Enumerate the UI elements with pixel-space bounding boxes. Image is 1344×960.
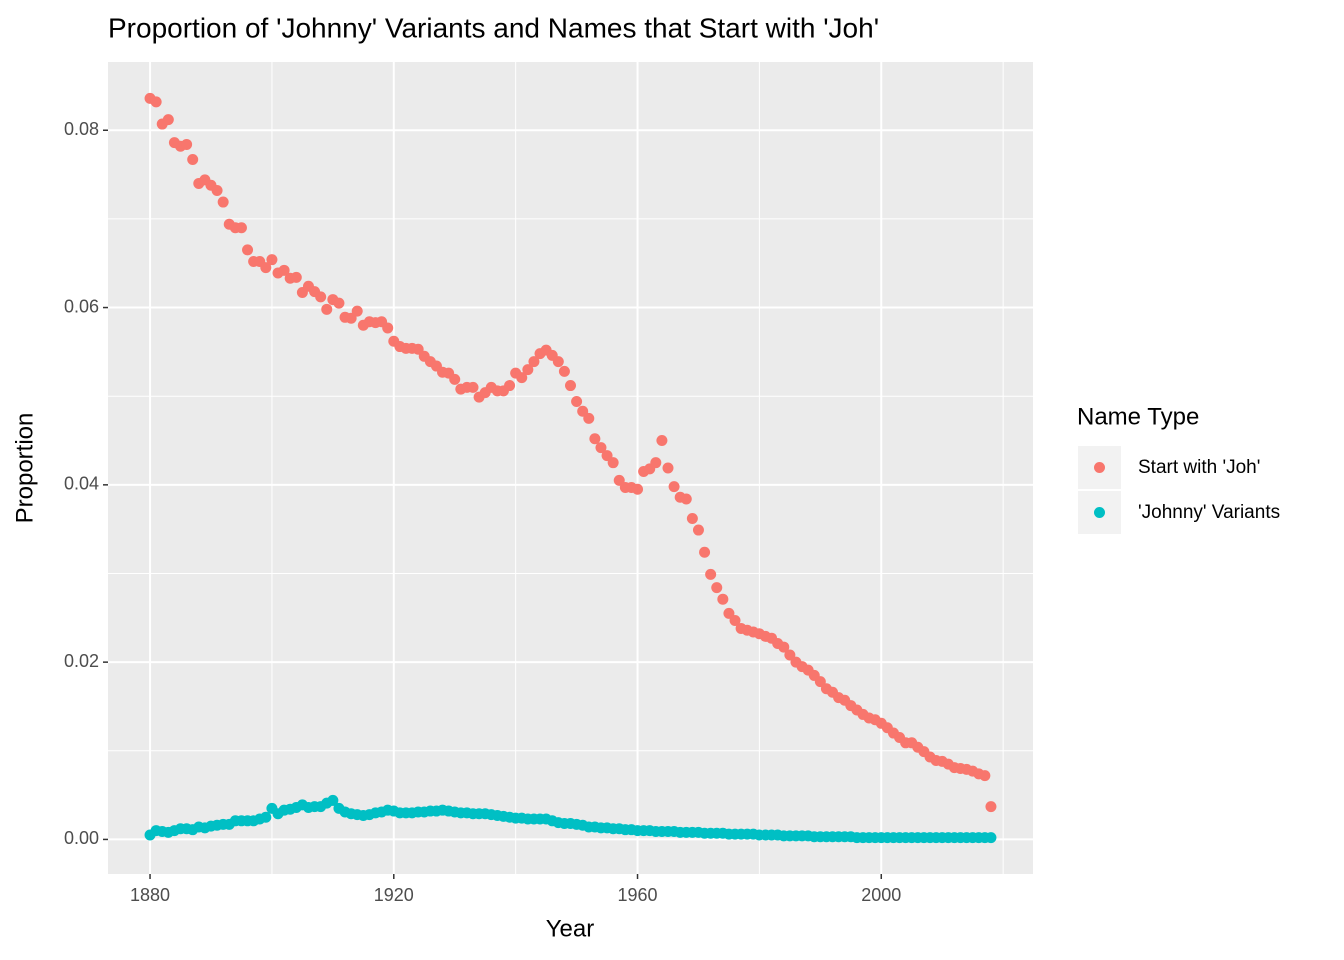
x-tick-label: 2000	[861, 885, 901, 905]
y-axis-label: Proportion	[11, 413, 38, 524]
x-tick-label: 1960	[618, 885, 658, 905]
data-point	[382, 322, 394, 334]
data-point	[321, 303, 333, 315]
x-tick-label: 1880	[130, 885, 170, 905]
y-tick-label: 0.06	[64, 296, 99, 316]
legend-label: Start with 'Joh'	[1138, 457, 1260, 478]
data-point	[217, 196, 229, 208]
data-point	[242, 244, 254, 256]
data-point	[686, 513, 698, 525]
data-point	[181, 138, 193, 150]
data-point	[985, 801, 997, 813]
legend-marker	[1094, 507, 1105, 518]
data-point	[711, 582, 723, 594]
y-tick-label: 0.00	[64, 828, 99, 848]
data-point	[351, 305, 363, 317]
data-point	[260, 811, 272, 823]
data-point	[668, 481, 680, 493]
legend-marker	[1094, 462, 1105, 473]
data-point	[729, 614, 741, 626]
x-axis-label: Year	[546, 915, 595, 942]
data-point	[504, 380, 516, 392]
data-point	[290, 271, 302, 283]
data-point	[211, 185, 223, 197]
data-point	[449, 373, 461, 385]
data-point	[589, 433, 601, 445]
data-point	[662, 462, 674, 474]
data-point	[150, 96, 162, 108]
y-tick-label: 0.02	[64, 651, 99, 671]
data-point	[607, 457, 619, 469]
legend-title: Name Type	[1077, 403, 1199, 430]
data-point	[778, 641, 790, 653]
plot-panel	[108, 62, 1033, 874]
data-point	[583, 412, 595, 424]
data-point	[985, 832, 997, 844]
y-tick-label: 0.04	[64, 474, 99, 494]
data-point	[467, 381, 479, 393]
data-point	[656, 435, 668, 447]
data-point	[595, 442, 607, 454]
data-point	[327, 794, 339, 806]
data-point	[680, 493, 692, 505]
data-point	[333, 297, 345, 309]
legend-label: 'Johnny' Variants	[1138, 502, 1280, 523]
data-point	[565, 380, 576, 392]
data-point	[650, 457, 662, 469]
data-point	[552, 356, 564, 368]
data-point	[558, 365, 570, 377]
data-point	[632, 483, 644, 495]
data-point	[260, 262, 272, 274]
data-point	[235, 222, 247, 234]
data-point	[516, 372, 528, 384]
data-point	[266, 254, 278, 266]
data-point	[315, 291, 327, 303]
y-tick-label: 0.08	[64, 119, 99, 139]
chart-title: Proportion of 'Johnny' Variants and Name…	[108, 12, 879, 43]
data-point	[705, 568, 717, 580]
data-point	[187, 154, 199, 166]
x-tick-label: 1920	[374, 885, 414, 905]
data-point	[528, 356, 540, 368]
data-point	[699, 546, 711, 558]
data-point	[571, 396, 583, 408]
data-point	[278, 264, 290, 276]
data-point	[162, 114, 174, 126]
data-point	[692, 524, 704, 536]
data-point	[717, 593, 729, 605]
data-point	[522, 364, 534, 376]
data-point	[979, 770, 991, 782]
